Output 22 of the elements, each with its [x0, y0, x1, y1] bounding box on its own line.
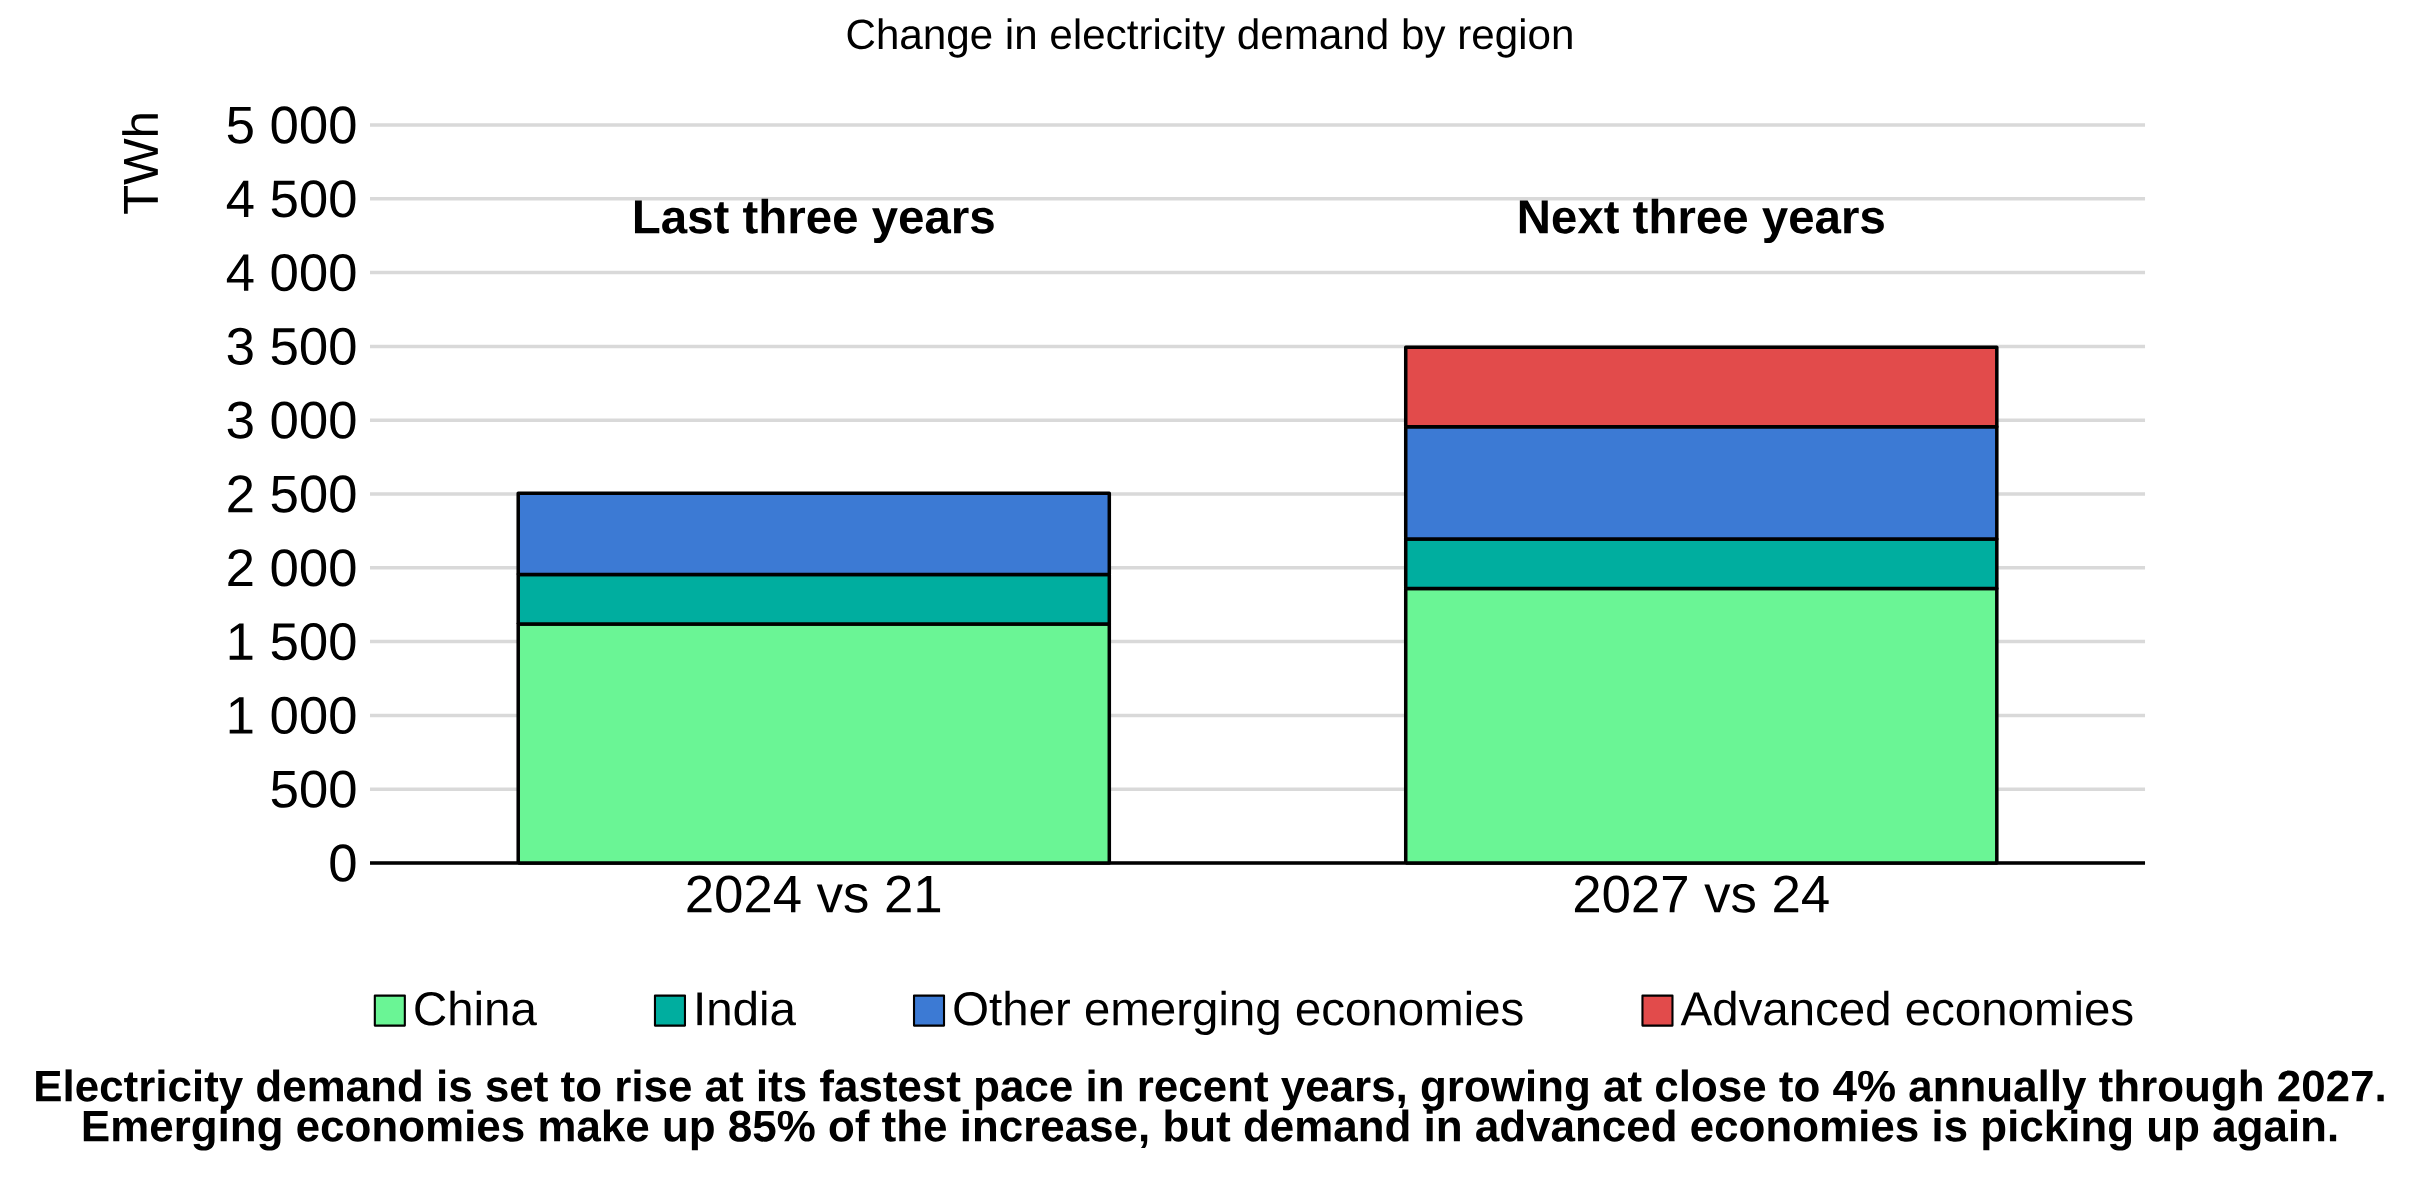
- y-tick-label: 2 500: [228, 475, 356, 513]
- x-tick-label: 2024 vs 21: [687, 875, 941, 913]
- legend-label: Other emerging economies: [954, 990, 1523, 1036]
- legend-label: India: [697, 990, 796, 1026]
- y-tick-label: 1 000: [229, 696, 356, 735]
- annotation: Next three years: [1519, 198, 1884, 244]
- legend-label: China: [415, 990, 537, 1026]
- y-tick-label: 5 000: [227, 106, 356, 144]
- legend-label: Advanced economies: [1680, 990, 2133, 1026]
- y-tick-label: 4 500: [226, 180, 356, 218]
- x-tick-label: 2027 vs 24: [1574, 875, 1829, 913]
- chart-title: Change in electricity demand by region: [847, 18, 1572, 58]
- y-axis-title: TWh: [122, 114, 158, 214]
- y-tick-label: 2 000: [228, 549, 356, 587]
- text: Emerging economies make up 85% of the increase, but demand in advanced economies is picking up again.: [83, 1109, 2337, 1151]
- y-tick-label: 1 500: [229, 622, 356, 661]
- y-tick-label: 0: [330, 844, 356, 882]
- y-tick-label: 500: [271, 770, 356, 808]
- y-tick-label: 4 000: [226, 253, 356, 292]
- y-tick-label: 3 000: [227, 401, 356, 439]
- y-tick-label: 3 500: [227, 327, 356, 366]
- annotation: Last three years: [634, 198, 994, 244]
